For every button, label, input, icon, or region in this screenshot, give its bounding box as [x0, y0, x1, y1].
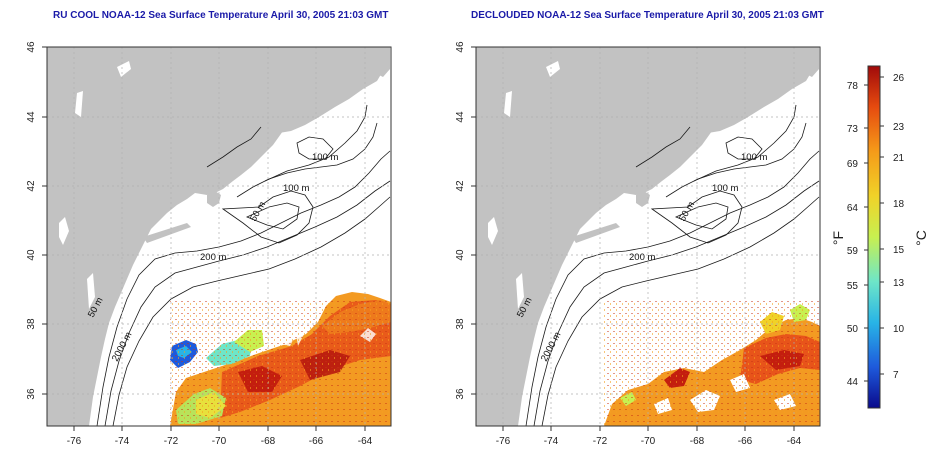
- left-map-panel: 100 m 100 m 50 m 200 m 50 m 2000 m -76 -…: [26, 41, 392, 447]
- x-tick-label: -74: [544, 436, 559, 447]
- left-x-axis-ticks: -76 -74 -72 -70 -68 -66 -64: [67, 436, 373, 447]
- contour-label: 100 m: [312, 152, 338, 163]
- celsius-tick: 21: [893, 153, 905, 164]
- y-tick-label: 36: [455, 388, 466, 400]
- fahrenheit-tick: 78: [847, 81, 859, 92]
- right-map-panel: 100 m 100 m 50 m 200 m 50 m 2000 m -76 -…: [455, 41, 821, 447]
- left-map-title: RU COOL NOAA-12 Sea Surface Temperature …: [53, 10, 389, 21]
- contour-label: 200 m: [629, 252, 655, 263]
- celsius-tick: 15: [893, 245, 905, 256]
- fahrenheit-axis-label: °F: [830, 231, 846, 245]
- y-tick-label: 40: [26, 249, 37, 261]
- right-x-axis-ticks: -76 -74 -72 -70 -68 -66 -64: [496, 436, 802, 447]
- celsius-tick: 23: [893, 122, 905, 133]
- x-tick-label: -66: [738, 436, 753, 447]
- y-tick-label: 44: [26, 111, 37, 123]
- sst-data-left: [170, 292, 391, 426]
- left-y-axis-ticks: 46 44 42 40 38 36: [26, 41, 37, 400]
- fahrenheit-tick: 64: [847, 203, 859, 214]
- y-tick-label: 38: [26, 318, 37, 330]
- celsius-tick: 18: [893, 199, 905, 210]
- contour-label: 100 m: [741, 152, 767, 163]
- x-tick-label: -64: [787, 436, 802, 447]
- fahrenheit-tick: 69: [847, 159, 859, 170]
- x-tick-label: -72: [164, 436, 179, 447]
- celsius-axis-label: °C: [913, 230, 929, 246]
- x-tick-label: -72: [593, 436, 608, 447]
- celsius-ticks: 26 23 21 18 15 13 10 7: [893, 73, 905, 381]
- celsius-tick: 7: [893, 370, 899, 381]
- fahrenheit-tick: 59: [847, 246, 859, 257]
- x-tick-label: -68: [690, 436, 705, 447]
- contour-label: 100 m: [712, 183, 738, 194]
- y-tick-label: 36: [26, 388, 37, 400]
- y-tick-label: 38: [455, 318, 466, 330]
- celsius-tick: 13: [893, 278, 905, 289]
- temperature-colorbar: 78 73 69 64 59 55 50 44 26 23 21 18 15 1…: [830, 65, 929, 409]
- colorbar-gradient: [867, 65, 881, 409]
- y-tick-label: 44: [455, 111, 466, 123]
- x-tick-label: -64: [358, 436, 373, 447]
- fahrenheit-tick: 55: [847, 281, 859, 292]
- x-tick-label: -68: [261, 436, 276, 447]
- celsius-tick: 10: [893, 324, 905, 335]
- celsius-tick: 26: [893, 73, 905, 84]
- x-tick-label: -76: [496, 436, 511, 447]
- x-tick-label: -70: [641, 436, 656, 447]
- fahrenheit-tick: 44: [847, 377, 859, 388]
- y-tick-label: 40: [455, 249, 466, 261]
- sst-data-right: [604, 300, 820, 426]
- y-tick-label: 46: [455, 41, 466, 53]
- fahrenheit-ticks: 78 73 69 64 59 55 50 44: [847, 81, 859, 388]
- x-tick-label: -74: [115, 436, 130, 447]
- right-map-title: DECLOUDED NOAA-12 Sea Surface Temperatur…: [471, 10, 824, 21]
- contour-label: 200 m: [200, 252, 226, 263]
- y-tick-label: 46: [26, 41, 37, 53]
- x-tick-label: -66: [309, 436, 324, 447]
- y-tick-label: 42: [26, 180, 37, 192]
- y-tick-label: 42: [455, 180, 466, 192]
- fahrenheit-tick: 73: [847, 124, 859, 135]
- contour-label: 100 m: [283, 183, 309, 194]
- fahrenheit-tick: 50: [847, 324, 859, 335]
- right-map-grid: [476, 47, 820, 426]
- x-tick-label: -70: [212, 436, 227, 447]
- x-tick-label: -76: [67, 436, 82, 447]
- right-y-axis-ticks: 46 44 42 40 38 36: [455, 41, 466, 400]
